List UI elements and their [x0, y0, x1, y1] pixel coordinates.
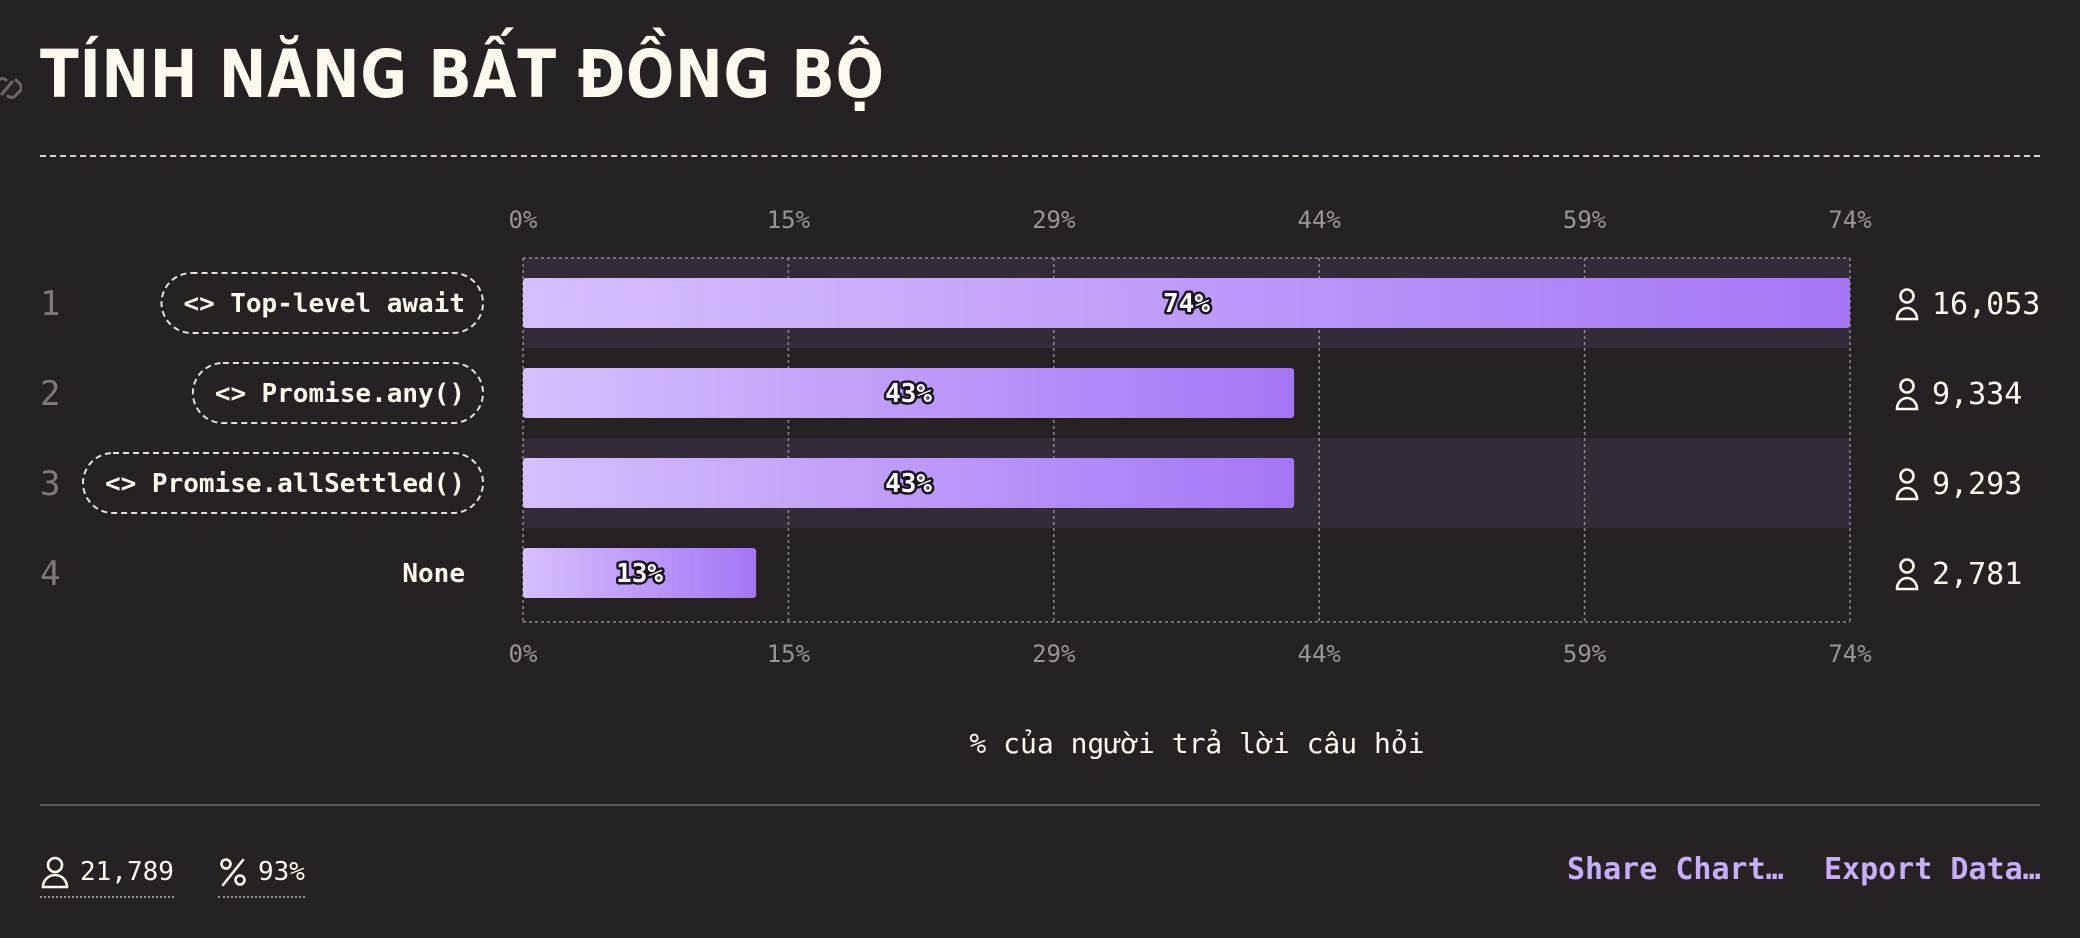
bar-value-label: 74%: [1163, 289, 1210, 319]
bar-value-label: 43%: [885, 469, 932, 499]
bar-value-label: 43%: [885, 379, 932, 409]
feature-pill[interactable]: [82, 452, 484, 514]
percent-icon: [220, 858, 246, 887]
x-tick-label-bottom: 15%: [767, 640, 811, 668]
rank-number: 1: [40, 284, 60, 324]
count-value: 9,293: [1932, 467, 2022, 502]
respondent-count: 2,781: [1895, 557, 2022, 592]
footer-divider: [40, 804, 2040, 806]
x-tick-label-bottom: 59%: [1563, 640, 1607, 668]
title-divider: [40, 155, 2040, 157]
user-icon: [1895, 288, 1919, 321]
rank-number: 2: [40, 374, 60, 414]
x-tick-label-top: 44%: [1298, 206, 1342, 234]
x-tick-label-bottom: 29%: [1032, 640, 1076, 668]
count-value: 9,334: [1932, 377, 2022, 412]
x-tick-label-bottom: 44%: [1298, 640, 1342, 668]
respondent-count: 9,293: [1895, 467, 2022, 502]
respondent-count: 9,334: [1895, 377, 2022, 412]
user-icon: [41, 856, 69, 889]
bar[interactable]: [523, 278, 1850, 328]
x-axis-label: % của người trả lời câu hỏi: [969, 727, 1424, 760]
user-icon: [1895, 558, 1919, 591]
category-label: None: [402, 559, 465, 589]
share-chart-button[interactable]: Share Chart…: [1567, 852, 1784, 887]
count-value: 2,781: [1932, 557, 2022, 592]
rank-number: 3: [40, 464, 60, 504]
respondents-count: 21,789: [80, 857, 174, 887]
x-tick-label-bottom: 74%: [1828, 640, 1872, 668]
link-icon[interactable]: [0, 70, 22, 106]
code-icon: <>: [184, 289, 215, 319]
user-icon: [1895, 468, 1919, 501]
category-label: Promise.any(): [262, 379, 466, 409]
percent-stat[interactable]: 93%: [218, 852, 305, 898]
respondent-count: 16,053: [1895, 287, 2040, 322]
feature-pill[interactable]: [191, 362, 484, 424]
x-tick-label-top: 0%: [509, 206, 538, 234]
code-icon: <>: [215, 379, 246, 409]
category-label: Promise.allSettled(): [152, 469, 465, 499]
bar[interactable]: [523, 368, 1295, 418]
page-title: TÍNH NĂNG BẤT ĐỒNG BỘ: [40, 36, 885, 113]
x-tick-label-bottom: 0%: [509, 640, 538, 668]
user-icon: [1895, 378, 1919, 411]
x-tick-label-top: 59%: [1563, 206, 1607, 234]
bar[interactable]: [523, 548, 757, 598]
x-tick-label-top: 15%: [767, 206, 811, 234]
bar-chart: 74% 43% 43% 13% 0% 0% 15% 15% 29% 29% 44% 44% 59% 59…: [40, 206, 2040, 760]
percent-value: 93%: [258, 857, 305, 887]
bar-value-label: 13%: [616, 559, 663, 589]
code-icon: <>: [105, 469, 136, 499]
x-tick-label-top: 29%: [1032, 206, 1076, 234]
x-tick-label-top: 74%: [1828, 206, 1872, 234]
respondents-stat[interactable]: 21,789: [40, 852, 174, 898]
category-label: Top-level await: [230, 289, 465, 319]
rank-number: 4: [40, 554, 60, 594]
bar[interactable]: [523, 458, 1295, 508]
feature-pill[interactable]: [160, 272, 484, 334]
export-data-button[interactable]: Export Data…: [1824, 852, 2041, 887]
count-value: 16,053: [1932, 287, 2040, 322]
